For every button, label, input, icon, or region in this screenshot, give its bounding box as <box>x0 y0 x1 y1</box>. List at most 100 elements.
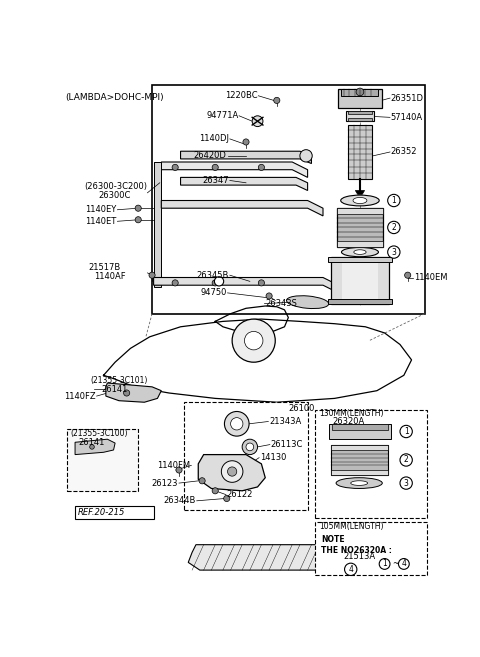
Polygon shape <box>337 241 383 246</box>
Circle shape <box>123 390 130 396</box>
Text: 1: 1 <box>404 427 408 436</box>
Circle shape <box>212 164 218 170</box>
Text: 26320A: 26320A <box>332 417 364 426</box>
Bar <box>75 506 154 519</box>
Text: 21513A: 21513A <box>344 552 376 560</box>
Text: ~: ~ <box>392 560 399 568</box>
Ellipse shape <box>354 250 366 254</box>
Circle shape <box>400 477 412 489</box>
Bar <box>152 85 425 313</box>
Text: 4: 4 <box>401 560 406 568</box>
Bar <box>315 410 427 518</box>
Text: 26351D: 26351D <box>391 93 424 102</box>
Bar <box>315 522 427 576</box>
Text: 94771A: 94771A <box>206 111 238 120</box>
Text: 1140FZ: 1140FZ <box>64 392 96 401</box>
Circle shape <box>172 164 178 170</box>
Circle shape <box>172 280 178 286</box>
Text: 26123: 26123 <box>152 478 178 487</box>
Ellipse shape <box>287 296 329 309</box>
Circle shape <box>400 454 412 466</box>
Circle shape <box>388 194 400 207</box>
Circle shape <box>258 164 264 170</box>
Bar <box>332 424 388 430</box>
Text: 21517B: 21517B <box>88 263 120 272</box>
Circle shape <box>388 246 400 258</box>
Circle shape <box>228 467 237 476</box>
Circle shape <box>199 478 205 484</box>
Bar <box>331 445 388 450</box>
Text: THE NO.: THE NO. <box>322 545 357 555</box>
Text: 1140EM: 1140EM <box>414 273 447 282</box>
Text: 1140ET: 1140ET <box>85 217 117 226</box>
Circle shape <box>398 558 409 570</box>
Text: 130MM(LENGTH): 130MM(LENGTH) <box>319 409 384 419</box>
Text: REF.20-215: REF.20-215 <box>78 508 125 517</box>
Polygon shape <box>342 262 378 299</box>
Text: 26344B: 26344B <box>164 496 196 505</box>
Bar <box>67 429 138 491</box>
Circle shape <box>266 293 272 299</box>
Circle shape <box>224 495 230 501</box>
Bar <box>337 208 383 246</box>
Text: (26300-3C200): (26300-3C200) <box>84 182 147 191</box>
Text: 94750: 94750 <box>200 288 227 298</box>
Bar <box>329 424 391 439</box>
Text: 57140A: 57140A <box>391 113 423 122</box>
Polygon shape <box>348 111 372 114</box>
Circle shape <box>212 280 218 286</box>
Circle shape <box>135 205 141 212</box>
Circle shape <box>243 139 249 145</box>
Text: 1: 1 <box>382 560 387 568</box>
Text: 3: 3 <box>391 248 396 257</box>
Bar <box>348 125 372 179</box>
Text: 105MM(LENGTH): 105MM(LENGTH) <box>319 522 384 532</box>
Circle shape <box>149 272 155 279</box>
Text: NOTE: NOTE <box>322 535 345 544</box>
Text: 26343S: 26343S <box>265 299 297 308</box>
Text: 26300C: 26300C <box>98 191 131 200</box>
Circle shape <box>215 277 224 286</box>
Circle shape <box>90 445 94 449</box>
Text: (21355-3C100): (21355-3C100) <box>71 428 128 438</box>
Polygon shape <box>106 383 161 402</box>
Bar <box>331 258 389 304</box>
Bar <box>331 445 388 476</box>
Text: 26100: 26100 <box>288 404 315 413</box>
Circle shape <box>336 553 344 560</box>
Circle shape <box>345 563 357 576</box>
Text: 1: 1 <box>392 196 396 205</box>
Polygon shape <box>328 258 392 262</box>
Text: 4: 4 <box>348 565 353 574</box>
Polygon shape <box>328 299 392 304</box>
Circle shape <box>244 331 263 350</box>
Text: 26141: 26141 <box>78 438 105 447</box>
Circle shape <box>274 97 280 104</box>
Text: 26122: 26122 <box>227 490 253 499</box>
Ellipse shape <box>353 197 367 204</box>
Text: 2: 2 <box>404 455 408 464</box>
Circle shape <box>246 443 254 451</box>
Ellipse shape <box>336 478 382 489</box>
Circle shape <box>221 461 243 482</box>
Text: 26347: 26347 <box>203 176 229 185</box>
Text: 2: 2 <box>392 223 396 232</box>
Polygon shape <box>75 439 115 455</box>
Text: 1140AF: 1140AF <box>94 272 126 281</box>
Ellipse shape <box>341 248 378 257</box>
Polygon shape <box>198 455 265 491</box>
Polygon shape <box>348 118 372 121</box>
Text: (LAMBDA>DOHC-MPI): (LAMBDA>DOHC-MPI) <box>65 93 164 102</box>
Ellipse shape <box>341 195 379 206</box>
Polygon shape <box>180 177 308 191</box>
Polygon shape <box>355 191 365 194</box>
Text: 21343A: 21343A <box>269 417 301 426</box>
Polygon shape <box>188 545 369 570</box>
Polygon shape <box>154 277 338 293</box>
Circle shape <box>388 221 400 234</box>
Text: 14130: 14130 <box>260 453 286 462</box>
Text: 1220BC: 1220BC <box>225 91 258 101</box>
Polygon shape <box>154 162 161 286</box>
Polygon shape <box>161 200 323 216</box>
Polygon shape <box>346 111 374 121</box>
